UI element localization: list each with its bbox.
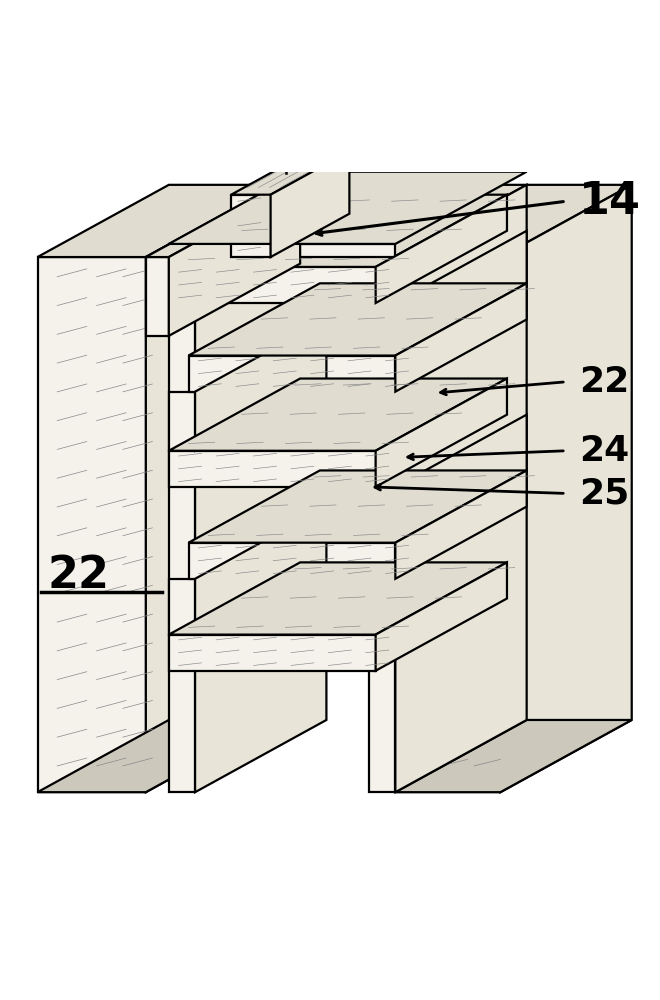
Polygon shape	[231, 195, 271, 257]
Polygon shape	[169, 379, 507, 451]
Polygon shape	[376, 195, 507, 303]
Polygon shape	[189, 543, 395, 579]
Polygon shape	[169, 185, 300, 336]
Polygon shape	[195, 319, 327, 451]
Polygon shape	[395, 720, 632, 792]
Polygon shape	[146, 185, 300, 257]
Polygon shape	[169, 392, 195, 451]
Polygon shape	[395, 283, 527, 392]
Polygon shape	[169, 257, 195, 792]
Polygon shape	[146, 185, 277, 792]
Text: 22: 22	[48, 554, 110, 597]
Polygon shape	[169, 195, 507, 267]
Polygon shape	[38, 720, 277, 792]
Polygon shape	[369, 303, 395, 356]
Polygon shape	[500, 185, 632, 792]
Polygon shape	[189, 283, 527, 356]
Polygon shape	[231, 151, 349, 195]
Polygon shape	[395, 257, 500, 792]
Text: 22: 22	[579, 365, 630, 399]
Polygon shape	[369, 257, 395, 792]
Polygon shape	[169, 451, 376, 487]
Polygon shape	[189, 470, 527, 543]
Polygon shape	[38, 257, 146, 792]
Polygon shape	[395, 185, 527, 792]
Polygon shape	[169, 635, 376, 671]
Polygon shape	[369, 487, 395, 543]
Polygon shape	[169, 172, 527, 244]
Polygon shape	[169, 185, 327, 257]
Polygon shape	[195, 185, 327, 792]
Polygon shape	[169, 267, 376, 303]
Polygon shape	[395, 415, 527, 543]
Polygon shape	[189, 356, 395, 392]
Polygon shape	[376, 562, 507, 671]
Polygon shape	[369, 185, 527, 257]
Text: 14: 14	[579, 180, 642, 223]
Polygon shape	[146, 257, 169, 336]
Text: 25: 25	[579, 476, 630, 510]
Polygon shape	[169, 562, 507, 635]
Polygon shape	[395, 185, 632, 257]
Polygon shape	[169, 244, 395, 257]
Polygon shape	[395, 470, 527, 579]
Polygon shape	[38, 185, 277, 257]
Polygon shape	[195, 507, 327, 635]
Text: 24: 24	[579, 434, 630, 468]
Polygon shape	[169, 579, 195, 635]
Polygon shape	[376, 379, 507, 487]
Polygon shape	[395, 231, 527, 356]
Polygon shape	[271, 151, 349, 257]
